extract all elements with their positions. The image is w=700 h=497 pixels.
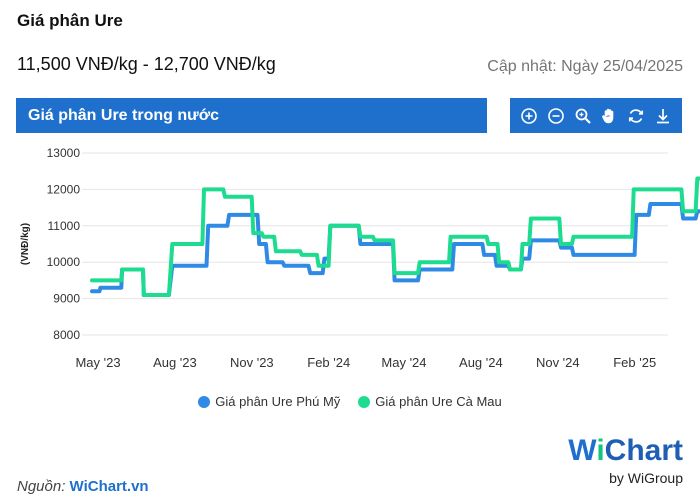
- download-button[interactable]: [653, 106, 673, 126]
- download-icon: [656, 108, 669, 123]
- brand-logo: WiChart by WiGroup: [568, 434, 683, 487]
- x-tick-label: May '23: [75, 355, 120, 370]
- zoom-out-icon: [548, 107, 564, 124]
- legend-marker-phu-my: [198, 395, 211, 408]
- brand-tagline: by WiGroup: [609, 470, 683, 486]
- zoom-out-button[interactable]: [546, 106, 566, 126]
- brand-wordmark: WiChart: [568, 434, 683, 467]
- series-line-ca-mau: [90, 176, 700, 297]
- y-axis-title: (VNĐ/kg): [20, 223, 31, 265]
- price-range: 11,500 VNĐ/kg - 12,700 VNĐ/kg: [17, 54, 276, 74]
- chart-toolbar: [510, 98, 682, 133]
- reset-zoom-button[interactable]: [626, 106, 646, 126]
- x-tick-label: Feb '24: [307, 355, 350, 370]
- legend-label-ca-mau: Giá phân Ure Cà Mau: [375, 394, 502, 409]
- y-tick-label: 12000: [47, 182, 81, 196]
- zoom-select-button[interactable]: [573, 106, 593, 126]
- x-tick-label: Aug '23: [153, 355, 197, 370]
- price-line-chart: 8000 9000 10000 11000 12000 13000 (VNĐ/kg) May …: [20, 146, 700, 370]
- zoom-in-icon: [521, 107, 538, 124]
- x-tick-label: May '24: [381, 355, 426, 370]
- x-tick-label: Nov '24: [536, 355, 580, 370]
- source-note: Nguồn: WiChart.vn: [17, 478, 149, 495]
- x-tick-label: Nov '23: [230, 355, 274, 370]
- source-label: Nguồn:: [17, 478, 66, 495]
- update-date: Cập nhật: Ngày 25/04/2025: [487, 58, 683, 75]
- legend-item-ca-mau[interactable]: Giá phân Ure Cà Mau: [358, 394, 502, 409]
- magnifier-icon: [575, 108, 591, 124]
- pan-hand-icon: [602, 108, 614, 123]
- reset-icon: [628, 108, 644, 123]
- chart-panel-header: Giá phân Ure trong nước: [16, 98, 487, 133]
- chart-panel-title: Giá phân Ure trong nước: [28, 106, 219, 124]
- x-tick-label: Feb '25: [613, 355, 656, 370]
- y-tick-label: 11000: [48, 219, 81, 233]
- legend-marker-ca-mau: [358, 395, 371, 408]
- y-tick-label: 9000: [53, 292, 80, 306]
- source-link[interactable]: WiChart.vn: [69, 478, 149, 495]
- chart-legend: Giá phân Ure Phú Mỹ Giá phân Ure Cà Mau: [0, 394, 700, 409]
- zoom-in-button[interactable]: [519, 106, 539, 126]
- page-title: Giá phân Ure: [17, 11, 123, 30]
- y-tick-label: 8000: [53, 328, 80, 342]
- pan-button[interactable]: [599, 106, 619, 126]
- series-line-phu-my: [90, 202, 700, 297]
- legend-item-phu-my[interactable]: Giá phân Ure Phú Mỹ: [198, 394, 340, 409]
- y-tick-label: 10000: [47, 255, 81, 269]
- y-tick-label: 13000: [47, 146, 81, 160]
- x-tick-label: Aug '24: [459, 355, 503, 370]
- legend-label-phu-my: Giá phân Ure Phú Mỹ: [215, 394, 341, 409]
